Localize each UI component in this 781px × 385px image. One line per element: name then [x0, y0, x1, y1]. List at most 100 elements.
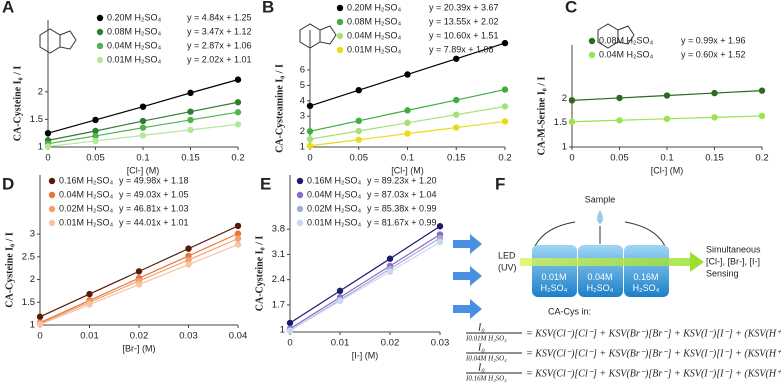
data-point — [139, 124, 147, 131]
eq-rhs: = KSV(Cl⁻)[Cl⁻] + KSV(Br⁻)[Br⁻] + KSV(I⁻… — [526, 348, 781, 359]
data-point — [234, 121, 242, 128]
eq-rhs: = KSV(Cl⁻)[Cl⁻] + KSV(Br⁻)[Br⁻] + KSV(I⁻… — [526, 368, 781, 379]
data-point — [306, 142, 314, 149]
data-point — [663, 115, 671, 123]
data-point — [135, 268, 143, 275]
data-point — [386, 268, 394, 275]
x-tick-label: 0.04 — [229, 331, 248, 342]
y-tick-label: 1.5 — [30, 114, 43, 125]
legend-label: 0.02M H₂SO₄ — [59, 203, 114, 213]
legend-equation: y = 2.02x + 1.01 — [187, 54, 252, 64]
data-point — [386, 255, 394, 262]
legend-equation: y = 85.38x + 0.99 — [367, 203, 437, 213]
legend-marker — [296, 177, 304, 185]
legend-equation: y = 20.39x + 3.67 — [429, 2, 499, 12]
y-tick-label: 1 — [300, 142, 305, 153]
y-axis-label: CA-M-Serine I₀ / I — [536, 76, 547, 155]
data-point — [139, 117, 147, 125]
legend-label: 0.01M H₂SO₄ — [307, 217, 362, 227]
legend-marker — [96, 56, 104, 64]
legend-marker — [588, 51, 596, 59]
vial-label: 0.16M H₂SO₄ — [633, 272, 660, 293]
y-tick-label: 1 — [38, 142, 43, 153]
legend-label: 0.08M H₂SO₄ — [347, 16, 402, 26]
legend-label: 0.01M H₂SO₄ — [107, 54, 162, 64]
legend-equation: y = 4.84x + 1.25 — [187, 12, 252, 22]
legend-marker — [48, 219, 56, 227]
vial-label: 0.01M H₂SO₄ — [541, 272, 568, 293]
x-tick-label: 0.01 — [80, 331, 99, 342]
x-tick-label: 0.02 — [381, 338, 400, 349]
legend-marker — [96, 42, 104, 50]
legend-label: 0.08M H₂SO₄ — [599, 35, 654, 45]
y-tick-label: 1.5 — [22, 297, 35, 308]
vial-label-line: H₂SO₄ — [541, 283, 568, 293]
legend-equation: y = 7.89x + 1.08 — [429, 44, 494, 54]
legend-marker — [48, 191, 56, 199]
y-tick-label: 3 — [30, 229, 35, 240]
data-point — [436, 238, 444, 246]
uv-label: (UV) — [498, 262, 517, 272]
legend-equation: y = 10.60x + 1.51 — [429, 30, 499, 40]
data-point — [616, 117, 623, 124]
data-point — [404, 71, 411, 78]
x-tick-label: 0 — [45, 153, 50, 164]
legend-equation: y = 49.03x + 1.05 — [119, 189, 189, 199]
vial-label-line: 0.01M — [541, 272, 566, 282]
data-point — [404, 119, 411, 127]
x-axis-label: [Cl-] (M) — [651, 165, 684, 175]
x-tick-label: 0.05 — [610, 153, 629, 164]
data-point — [436, 223, 444, 230]
legend-label: 0.01M H₂SO₄ — [347, 44, 402, 54]
legend-label: 0.04M H₂SO₄ — [107, 40, 162, 50]
y-tick-label: 6 — [300, 65, 305, 76]
legend-marker — [48, 177, 56, 185]
legend-label: 0.04M H₂SO₄ — [599, 49, 654, 59]
data-point — [92, 137, 99, 145]
legend-marker — [48, 205, 56, 213]
x-tick-label: 0.03 — [179, 331, 198, 342]
x-tick-label: 0.1 — [136, 153, 149, 164]
x-tick-label: 0.2 — [498, 153, 511, 164]
x-tick-label: 0 — [307, 153, 312, 164]
data-point — [185, 261, 192, 268]
data-point — [86, 301, 93, 308]
data-point — [616, 94, 623, 102]
y-tick-label: 2.4 — [272, 274, 285, 285]
x-tick-label: 0.2 — [755, 153, 768, 164]
x-tick-label: 0.02 — [130, 331, 149, 342]
data-point — [234, 109, 242, 116]
output-label: Simultaneous — [706, 244, 761, 254]
data-point — [286, 327, 294, 334]
y-tick-label: 2.5 — [22, 251, 35, 262]
data-point — [501, 103, 509, 110]
y-axis-label: CA-Cysteine I₀ / I — [254, 236, 265, 312]
data-point — [92, 132, 99, 140]
data-point — [234, 235, 242, 242]
legend-marker — [336, 46, 344, 54]
legend-equation: y = 46.81x + 1.03 — [119, 203, 189, 213]
vial-label-line: H₂SO₄ — [587, 283, 614, 293]
legend-marker — [588, 37, 596, 45]
eq-den: I0.16M H₂SO₄ — [465, 375, 507, 383]
caption: CA-Cys in: — [548, 306, 591, 316]
legend-equation: y = 13.55x + 2.02 — [429, 16, 499, 26]
y-tick-label: 4 — [300, 95, 305, 106]
data-point — [36, 313, 44, 321]
x-axis-label: [Cl-] (M) — [391, 165, 424, 175]
data-point — [286, 319, 294, 327]
legend-marker — [296, 205, 304, 213]
x-tick-label: 0.05 — [86, 153, 105, 164]
data-point — [404, 130, 411, 137]
legend-equation: y = 3.47x + 1.12 — [187, 26, 252, 36]
data-point — [234, 230, 242, 237]
x-tick-label: 0.15 — [447, 153, 466, 164]
data-point — [453, 96, 460, 104]
data-point — [187, 116, 194, 124]
sample-label: Sample — [585, 194, 616, 204]
data-point — [501, 39, 509, 47]
y-tick-label: 1.7 — [272, 299, 285, 310]
data-point — [568, 118, 576, 125]
data-point — [568, 97, 576, 104]
